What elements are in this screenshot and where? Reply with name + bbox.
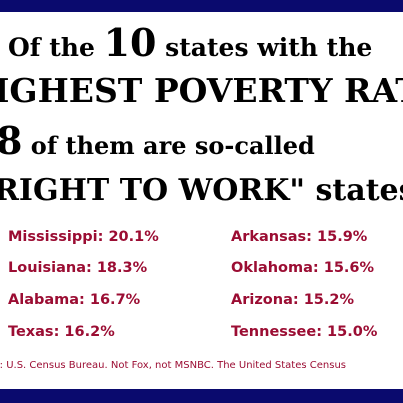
- state-entry-arizona: Arizona: 15.2%: [231, 292, 355, 308]
- state-entry-arkansas: Arkansas: 15.9%: [231, 229, 368, 245]
- state-entry-texas: Texas: 16.2%: [8, 324, 115, 340]
- top-border-band: [0, 0, 403, 12]
- headline-line-2: IGHEST POVERTY RAT: [0, 71, 403, 110]
- headline-line-1: Of the 10 states with the: [8, 18, 372, 73]
- state-entry-tennessee: Tennessee: 15.0%: [231, 324, 378, 340]
- source-citation: ce: U.S. Census Bureau. Not Fox, not MSN…: [0, 360, 346, 371]
- headline-line-3: 8 of them are so-called: [0, 116, 315, 171]
- headline-number-eight: 8: [0, 118, 23, 163]
- bottom-border-band: [0, 389, 403, 403]
- headline-number-ten: 10: [103, 20, 157, 65]
- headline-line-1-post: states with the: [156, 33, 373, 62]
- headline-line-4: RIGHT TO WORK" states: [0, 173, 403, 208]
- state-entry-louisiana: Louisiana: 18.3%: [8, 260, 148, 276]
- headline-line-3-post: of them are so-called: [22, 131, 315, 160]
- state-entry-alabama: Alabama: 16.7%: [8, 292, 141, 308]
- state-entry-mississippi: Mississippi: 20.1%: [8, 229, 159, 245]
- state-entry-oklahoma: Oklahoma: 15.6%: [231, 260, 375, 276]
- headline-line-1-pre: Of the: [8, 33, 104, 62]
